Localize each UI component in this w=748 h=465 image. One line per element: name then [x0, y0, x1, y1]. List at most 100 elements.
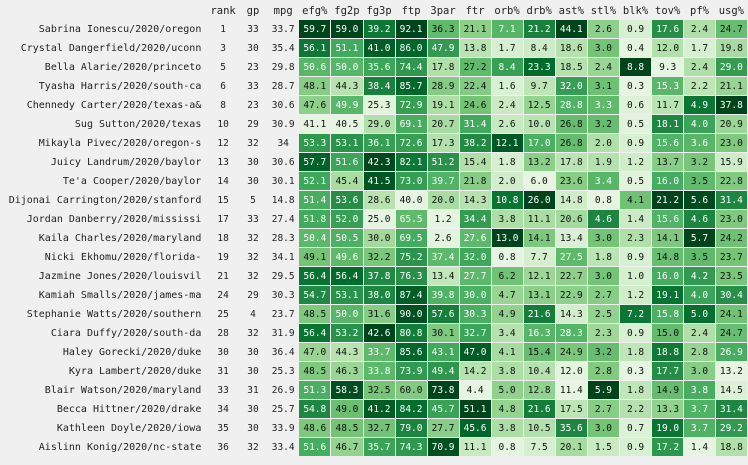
heat-cell-ftr: 27.7 [459, 267, 491, 285]
mpg-cell: 27.4 [271, 213, 295, 225]
heat-cell-drb: 15.4 [523, 343, 555, 361]
heat-cell-fg2p: 40.5 [331, 115, 363, 133]
gp-cell: 33 [247, 213, 259, 225]
heat-cell-blk: 0.9 [620, 324, 652, 342]
heat-cell-3par: 13.4 [427, 267, 459, 285]
heat-cell-3par: 20.0 [427, 191, 459, 209]
rank-cell: 12 [217, 137, 229, 149]
heat-cell-fg2p: 58.3 [331, 381, 363, 399]
heat-cell-usg: 24.7 [715, 20, 747, 38]
heat-cell-blk: 1.2 [620, 286, 652, 304]
column-header-usg: usg% [718, 5, 745, 17]
heat-cell-drb: 10.4 [523, 362, 555, 380]
heat-cell-ftp: 90.0 [395, 305, 427, 323]
heat-cell-tov: 9.3 [652, 58, 684, 76]
rank-cell: 14 [217, 175, 229, 187]
heat-cell-blk: 4.1 [620, 191, 652, 209]
row-label: Te'a Cooper/2020/baylor [62, 175, 202, 187]
table-row: Haley Gorecki/2020/duke 30 30 36.4 47.0 44.3 3… [3, 343, 747, 361]
gp-cell: 30 [247, 175, 259, 187]
column-header-blk: blk% [622, 5, 649, 17]
heat-cell-blk: 8.8 [620, 58, 652, 76]
heat-cell-fg2p: 52.0 [331, 210, 363, 228]
heat-cell-drb: 21.2 [523, 20, 555, 38]
rank-cell: 30 [217, 346, 229, 358]
heat-cell-drb: 8.4 [523, 39, 555, 57]
heat-cell-ast: 12.0 [555, 362, 587, 380]
gp-cell: 33 [247, 80, 259, 92]
heat-cell-ftp: 85.6 [395, 343, 427, 361]
heat-cell-blk: 0.3 [620, 362, 652, 380]
heat-cell-3par: 51.2 [427, 153, 459, 171]
heat-cell-ftr: 47.0 [459, 343, 491, 361]
heat-cell-tov: 14.8 [652, 248, 684, 266]
column-header-ftr: ftr [465, 5, 485, 17]
heat-cell-ftp: 82.1 [395, 153, 427, 171]
heat-cell-ast: 18.6 [555, 39, 587, 57]
heat-cell-drb: 12.1 [523, 267, 555, 285]
heat-cell-ftp: 76.3 [395, 267, 427, 285]
heat-cell-drb: 26.0 [523, 191, 555, 209]
column-header-ast: ast% [558, 5, 584, 17]
heat-cell-efg: 54.8 [299, 400, 331, 418]
heat-cell-tov: 13.7 [652, 153, 684, 171]
heat-cell-ast: 13.4 [555, 229, 587, 247]
heat-cell-pf: 3.2 [684, 153, 715, 171]
heat-cell-ftp: 72.9 [395, 96, 427, 114]
heat-cell-efg: 48.1 [299, 77, 331, 95]
heat-cell-stl: 4.6 [587, 210, 619, 228]
heat-cell-usg: 15.9 [715, 153, 747, 171]
heat-cell-orb: 3.8 [491, 362, 523, 380]
heat-cell-orb: 1.7 [491, 39, 523, 57]
heat-cell-3par: 49.4 [427, 362, 459, 380]
mpg-cell: 33.7 [271, 23, 295, 35]
heat-cell-usg: 29.2 [715, 419, 747, 437]
heat-cell-ftr: 31.4 [459, 115, 491, 133]
heat-cell-stl: 5.9 [587, 381, 619, 399]
heat-cell-ast: 28.3 [555, 324, 587, 342]
heat-cell-ftp: 65.5 [395, 210, 427, 228]
heat-cell-fg2p: 50.0 [331, 58, 363, 76]
heat-cell-fg3p: 38.4 [363, 77, 395, 95]
heat-cell-usg: 19.8 [715, 39, 747, 57]
rank-cell: 34 [217, 403, 229, 415]
heat-cell-stl: 1.9 [587, 153, 619, 171]
row-label: Jordan Danberry/2020/mississi [26, 213, 202, 225]
gp-cell: 30 [247, 156, 259, 168]
heat-cell-ftp: 74.3 [395, 438, 427, 456]
heat-cell-blk: 2.3 [620, 229, 652, 247]
row-label: Bella Alarie/2020/princeto [44, 61, 202, 73]
heat-cell-fg3p: 36.1 [363, 134, 395, 152]
column-header-fg3p: fg3p [366, 5, 392, 17]
heat-cell-fg2p: 48.5 [331, 419, 363, 437]
rank-cell: 28 [217, 327, 229, 339]
heat-cell-efg: 56.4 [299, 324, 331, 342]
table-row: Nicki Ekhomu/2020/florida- 19 32 34.1 49.1 49… [3, 248, 747, 266]
heat-cell-ftp: 69.1 [395, 115, 427, 133]
mpg-cell: 36.4 [271, 346, 295, 358]
row-label: Haley Gorecki/2020/duke [62, 346, 202, 358]
heat-cell-3par: 57.6 [427, 305, 459, 323]
heat-cell-usg: 18.8 [715, 438, 747, 456]
heat-cell-tov: 17.2 [652, 438, 684, 456]
heat-cell-blk: 0.7 [620, 419, 652, 437]
row-label: Jazmine Jones/2020/louisvil [38, 270, 202, 282]
heat-cell-usg: 23.0 [715, 210, 747, 228]
row-label: Juicy Landrum/2020/baylor [50, 156, 202, 168]
heat-cell-fg3p: 33.8 [363, 362, 395, 380]
row-label: Sabrina Ionescu/2020/oregon [38, 23, 202, 35]
heat-cell-3par: 2.6 [427, 229, 459, 247]
heat-cell-fg3p: 25.3 [363, 96, 395, 114]
heat-cell-efg: 53.3 [299, 134, 331, 152]
heat-cell-pf: 3.8 [684, 381, 715, 399]
column-header-stl: stl% [590, 5, 617, 17]
heat-cell-3par: 73.8 [427, 381, 459, 399]
heat-cell-pf: 1.7 [684, 39, 715, 57]
mpg-cell: 25.3 [271, 365, 295, 377]
heat-cell-ftp: 73.0 [395, 172, 427, 190]
column-header-fg2p: fg2p [334, 5, 360, 17]
heat-cell-fg2p: 51.6 [331, 153, 363, 171]
heat-cell-blk: 0.4 [620, 39, 652, 57]
heat-cell-orb: 0.8 [491, 438, 523, 456]
heat-cell-fg2p: 49.9 [331, 96, 363, 114]
